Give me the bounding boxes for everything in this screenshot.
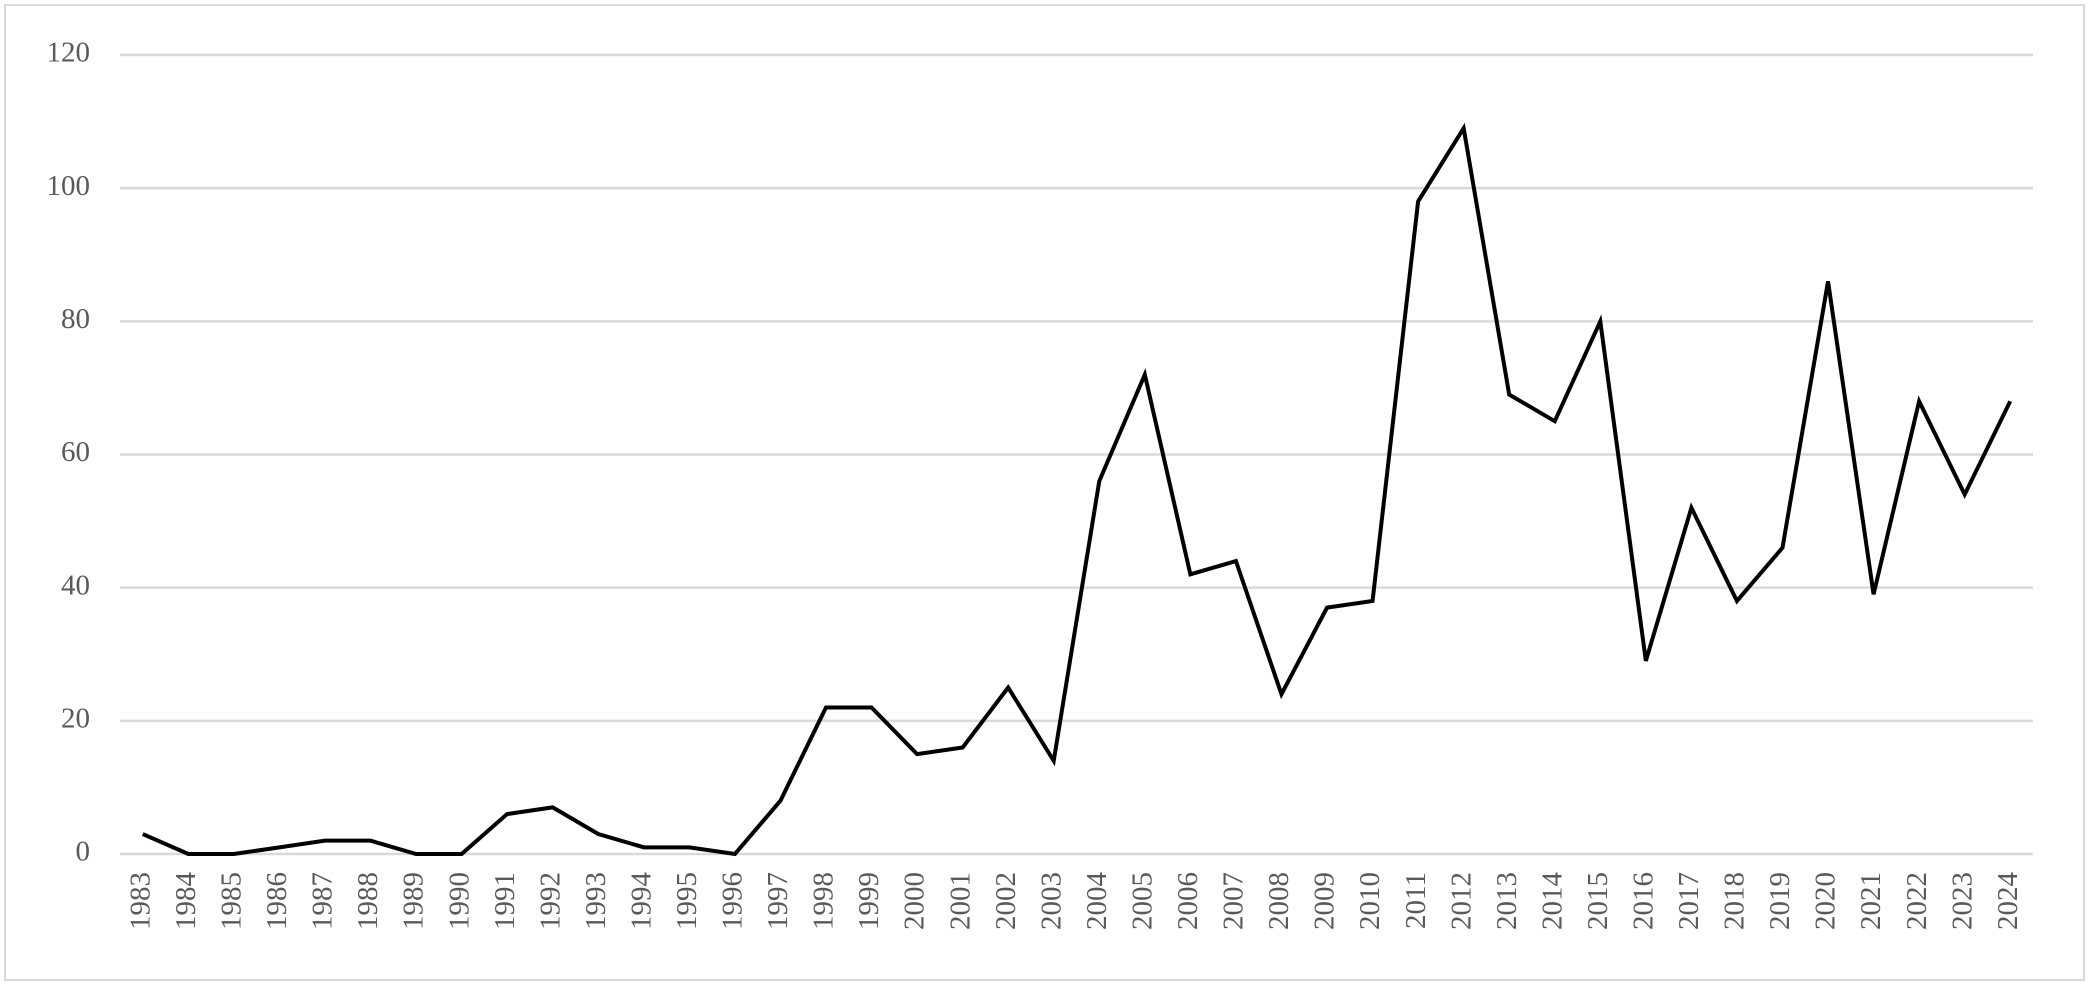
y-tick-label: 80 [61,303,90,335]
x-tick-label: 2011 [1400,872,1432,929]
y-tick-label: 0 [76,836,91,868]
x-tick-label: 1984 [170,872,202,931]
y-tick-label: 100 [47,170,91,202]
x-tick-label: 1985 [216,872,248,930]
data-line [141,122,2013,857]
x-tick-label: 2012 [1445,872,1477,930]
x-tick-label: 1986 [261,872,293,930]
x-tick-label: 1990 [443,872,475,930]
y-tick-label: 120 [47,37,91,69]
x-tick-label: 2007 [1218,872,1250,930]
x-tick-label: 2019 [1764,872,1796,930]
x-tick-label: 2024 [1992,871,2024,930]
x-tick-label: 2022 [1901,872,1933,930]
x-tick-label: 1996 [717,872,749,930]
x-tick-label: 1994 [625,872,657,931]
x-tick-label: 2005 [1126,872,1158,930]
x-tick-label: 1997 [762,872,794,930]
x-tick-label: 2000 [899,872,931,930]
y-tick-label: 60 [61,436,90,468]
chart-frame [4,4,2085,981]
x-tick-label: 1988 [352,872,384,930]
x-tick-label: 1983 [124,872,156,930]
x-tick-label: 2003 [1035,872,1067,930]
x-tick-label: 1992 [534,872,566,930]
x-tick-label: 2013 [1491,872,1523,930]
x-tick-label: 2010 [1354,872,1386,930]
x-tick-label: 2020 [1810,872,1842,930]
y-tick-label: 40 [61,569,90,601]
x-tick-label: 2004 [1081,872,1113,931]
x-tick-label: 2023 [1946,872,1978,930]
x-tick-label: 1999 [853,872,885,930]
x-tick-label: 2009 [1309,872,1341,930]
x-tick-label: 2006 [1172,872,1204,930]
x-tick-label: 2001 [944,872,976,930]
x-tick-label: 1995 [671,872,703,930]
x-tick-label: 2016 [1628,872,1660,930]
x-tick-label: 2017 [1673,872,1705,930]
x-tick-label: 1993 [580,872,612,930]
x-tick-label: 2015 [1582,872,1614,930]
x-tick-label: 2014 [1536,872,1568,931]
x-tick-label: 1998 [808,872,840,930]
x-tick-label: 2021 [1855,872,1887,930]
x-tick-label: 1987 [307,872,339,930]
x-tick-label: 2002 [990,872,1022,930]
x-tick-label: 2008 [1263,872,1295,930]
y-tick-label: 20 [61,702,90,734]
x-tick-label: 2018 [1719,872,1751,930]
x-tick-label: 1989 [398,872,430,930]
x-tick-label: 1991 [489,872,521,930]
